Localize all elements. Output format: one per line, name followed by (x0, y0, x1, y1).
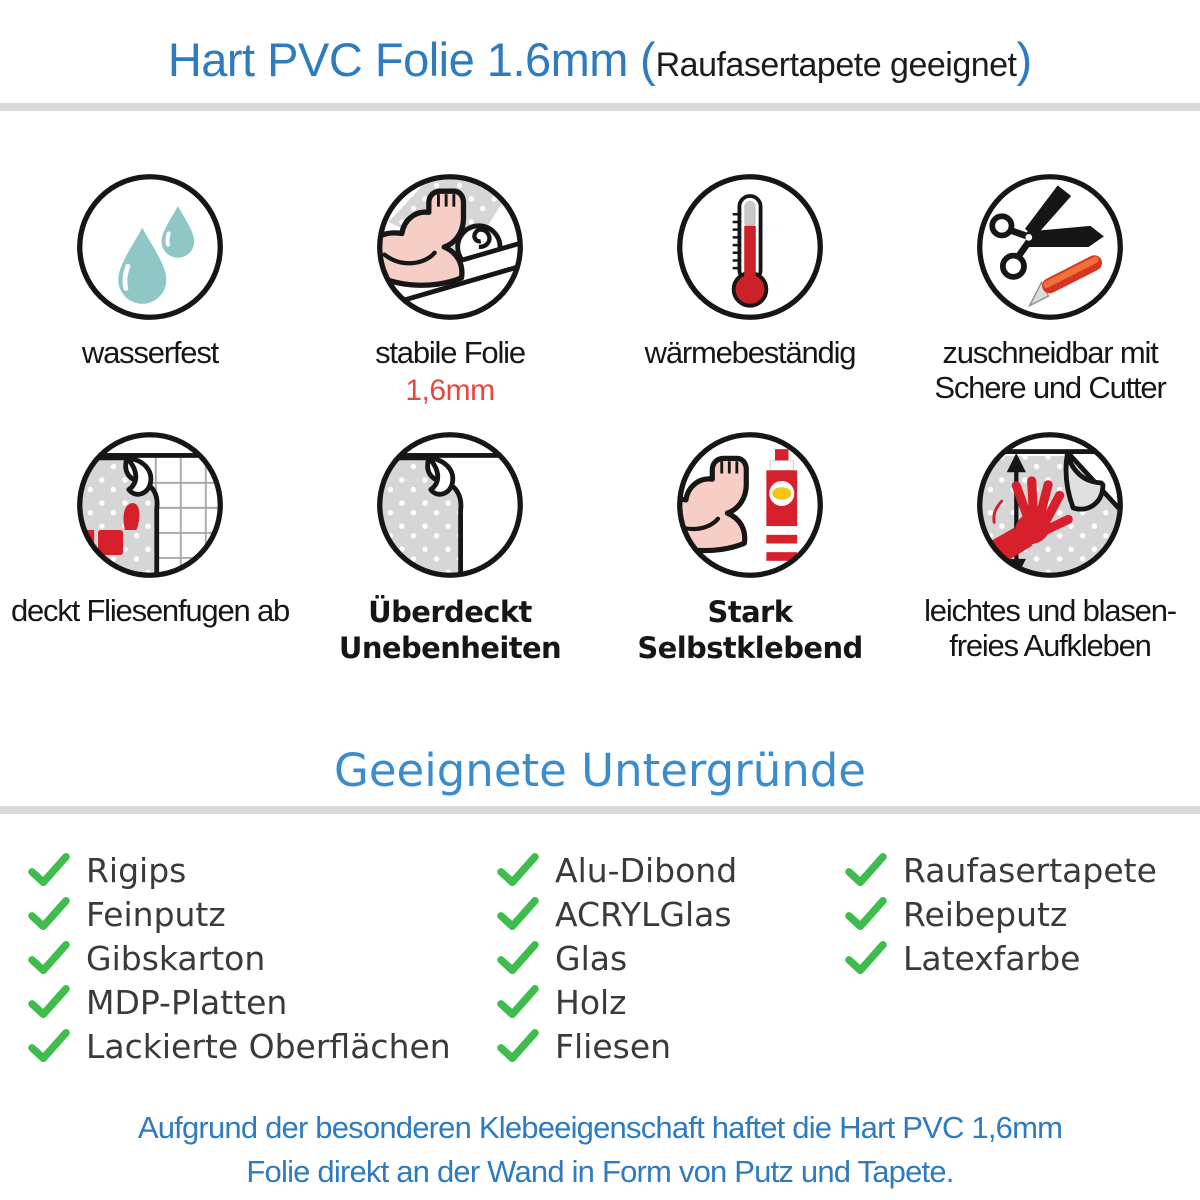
check-icon (497, 897, 539, 931)
feature-caption: wasserfest (0, 335, 300, 371)
thermometer-icon (673, 170, 827, 324)
water-drops-icon (73, 170, 227, 324)
feature-caption-line1: Überdeckt (368, 595, 532, 629)
check-icon (28, 985, 70, 1019)
check-icon (28, 1029, 70, 1063)
foil-cover-icon (373, 428, 527, 582)
list-item: ACRYLGlas (497, 894, 845, 934)
feature-waermebestaendig: wärmebeständig (600, 170, 900, 408)
list-item-label: Latexfarbe (903, 938, 1081, 978)
footer-line2: Folie direkt an der Wand in Form von Put… (246, 1154, 954, 1189)
list-item: MDP-Platten (28, 982, 497, 1022)
feature-caption: Überdeckt Unebenheiten (300, 594, 600, 667)
feature-aufkleben: leichtes und blasen- freies Aufkleben (900, 428, 1200, 667)
list-item: Latexfarbe (845, 938, 1157, 978)
check-icon (845, 853, 887, 887)
title-open-paren: ( (639, 33, 656, 86)
feature-caption-line2: Unebenheiten (338, 631, 562, 666)
feature-caption-line1: stabile Folie (375, 335, 526, 370)
list-item: Rigips (28, 850, 497, 890)
checklist-column-1: Rigips Feinputz Gibskarton MDP-Platten L… (28, 850, 497, 1072)
feature-caption-line1: Stark (707, 595, 794, 629)
feature-caption: zuschneidbar mit Schere und Cutter (900, 335, 1200, 405)
feature-caption: stabile Folie (300, 335, 600, 371)
substrates-checklist: Rigips Feinputz Gibskarton MDP-Platten L… (28, 850, 1157, 1072)
feature-thickness-label: 1,6mm (405, 373, 495, 407)
title-subtitle: Raufasertapete geeignet (655, 46, 1017, 84)
list-item-label: Gibskarton (86, 938, 266, 978)
muscle-arm-glue-icon (673, 428, 827, 582)
checklist-column-3: Raufasertapete Reibeputz Latexfarbe (845, 850, 1157, 1072)
title-main: Hart PVC Folie 1.6mm (167, 33, 629, 86)
list-item-label: ACRYLGlas (555, 894, 732, 934)
footer-note: Aufgrund der besonderen Klebeeigenschaft… (0, 1106, 1200, 1194)
substrates-heading: Geeignete Untergründe (333, 744, 866, 797)
list-item-label: Glas (555, 938, 628, 978)
list-item: Raufasertapete (845, 850, 1157, 890)
check-icon (28, 853, 70, 887)
list-item: Feinputz (28, 894, 497, 934)
check-icon (497, 985, 539, 1019)
check-icon (845, 941, 887, 975)
divider-bar-top (0, 103, 1200, 111)
list-item-label: MDP-Platten (86, 982, 288, 1022)
feature-caption-line1: wasserfest (81, 335, 219, 370)
list-item: Alu-Dibond (497, 850, 845, 890)
list-item-label: Fliesen (555, 1026, 672, 1066)
scissors-cutter-icon (973, 170, 1127, 324)
feature-fliesenfugen: deckt Fliesenfugen ab (0, 428, 300, 667)
list-item-label: Feinputz (86, 894, 226, 934)
check-icon (28, 897, 70, 931)
feature-caption: leichtes und blasen- freies Aufkleben (900, 593, 1200, 663)
check-icon (497, 853, 539, 887)
feature-stabile-folie: stabile Folie 1,6mm (300, 170, 600, 408)
check-icon (28, 941, 70, 975)
title-close-paren: ) (1016, 33, 1033, 86)
divider-bar-mid (0, 806, 1200, 814)
footer-line1: Aufgrund der besonderen Klebeeigenschaft… (137, 1110, 1063, 1145)
list-item-label: Reibeputz (903, 894, 1068, 934)
feature-unebenheiten: Überdeckt Unebenheiten (300, 428, 600, 667)
list-item: Lackierte Oberflächen (28, 1026, 497, 1066)
muscle-arm-foil-icon (373, 170, 527, 324)
feature-caption-line1: leichtes und blasen- (924, 593, 1177, 628)
list-item-label: Raufasertapete (903, 850, 1157, 890)
list-item: Glas (497, 938, 845, 978)
feature-caption: wärmebeständig (600, 335, 900, 371)
feature-selbstklebend: Stark Selbstklebend (600, 428, 900, 667)
list-item: Reibeputz (845, 894, 1157, 934)
hand-apply-icon (973, 428, 1127, 582)
list-item: Fliesen (497, 1026, 845, 1066)
list-item-label: Rigips (86, 850, 187, 890)
feature-zuschneidbar: zuschneidbar mit Schere und Cutter (900, 170, 1200, 408)
tile-joints-thumb-icon (73, 428, 227, 582)
checklist-column-2: Alu-Dibond ACRYLGlas Glas Holz Fliesen (497, 850, 845, 1072)
list-item: Holz (497, 982, 845, 1022)
list-item: Gibskarton (28, 938, 497, 978)
check-icon (497, 1029, 539, 1063)
feature-caption-line1: wärmebeständig (644, 335, 857, 370)
feature-caption: Stark Selbstklebend (600, 594, 900, 667)
list-item-label: Lackierte Oberflächen (86, 1026, 451, 1066)
feature-grid-row1: wasserfest (0, 170, 1200, 408)
feature-wasserfest: wasserfest (0, 170, 300, 408)
check-icon (845, 897, 887, 931)
feature-caption-line2: freies Aufkleben (949, 627, 1152, 663)
feature-caption: deckt Fliesenfugen ab (0, 593, 300, 629)
feature-caption-line2: Schere und Cutter (934, 369, 1166, 405)
page-title: Hart PVC Folie 1.6mm (Raufasertapete geei… (0, 32, 1200, 87)
feature-caption-line2: Selbstklebend (637, 631, 863, 666)
feature-grid-row2: deckt Fliesenfugen ab (0, 428, 1200, 667)
list-item-label: Alu-Dibond (555, 850, 738, 890)
feature-caption-line1: deckt Fliesenfugen ab (10, 593, 290, 628)
feature-caption-line1: zuschneidbar mit (942, 335, 1158, 370)
check-icon (497, 941, 539, 975)
list-item-label: Holz (555, 982, 627, 1022)
